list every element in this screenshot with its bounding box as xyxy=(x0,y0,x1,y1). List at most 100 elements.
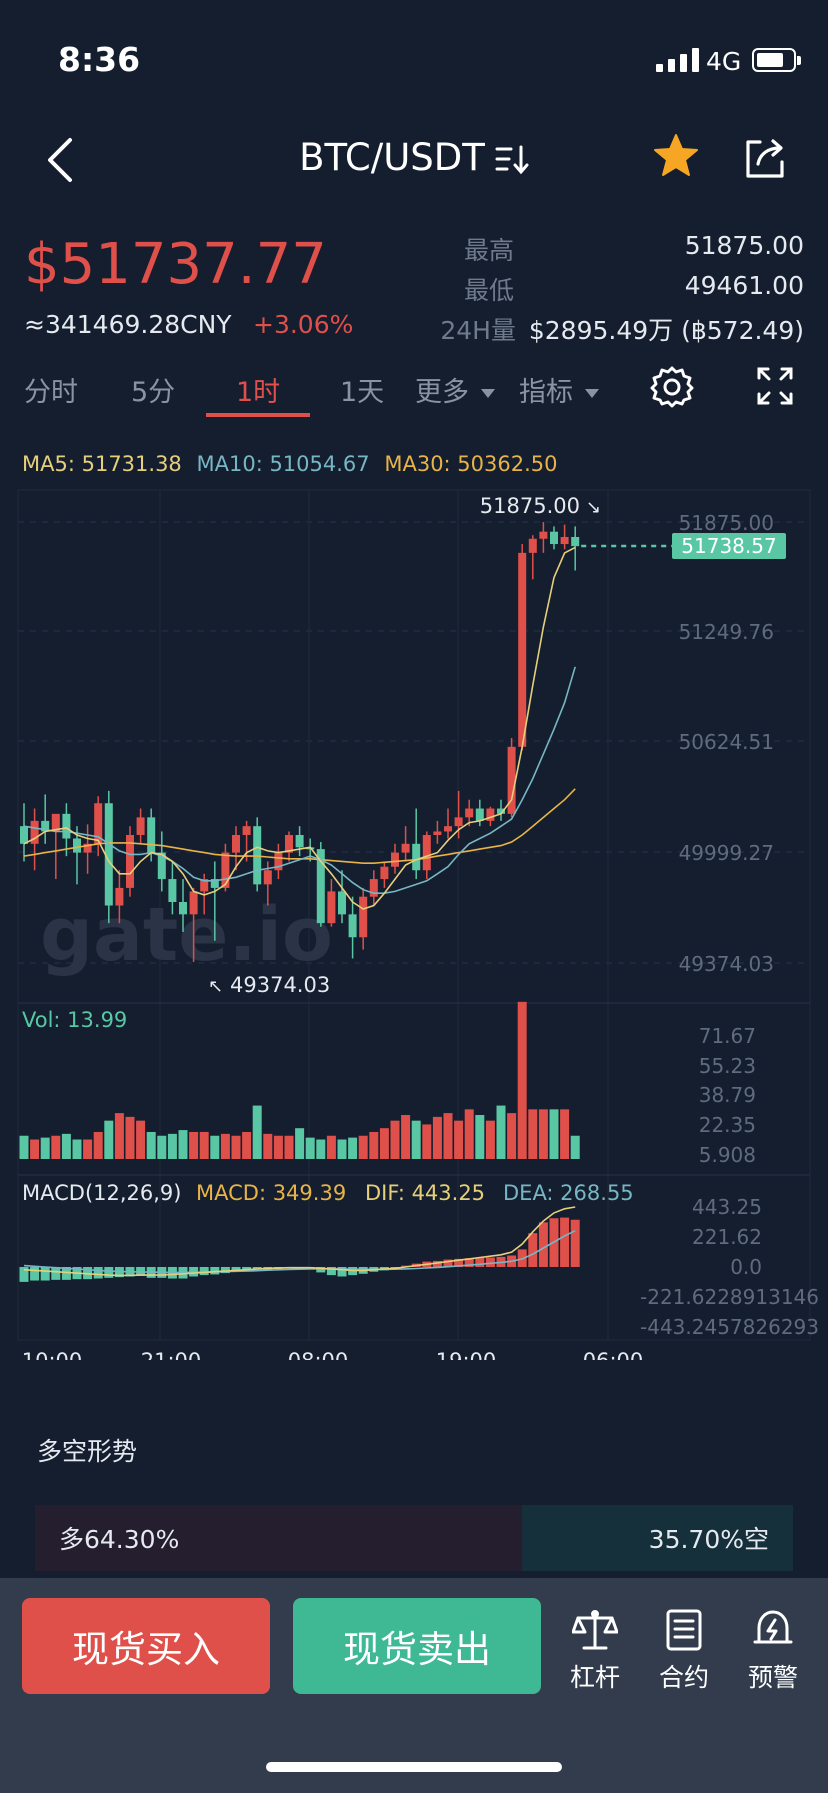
volume-tick-label: 71.67 xyxy=(699,1024,756,1048)
candle-body xyxy=(338,891,346,915)
volume-bar xyxy=(104,1120,114,1159)
arrow-up-left-icon: ↖ xyxy=(208,976,223,997)
macd-histogram-bar xyxy=(326,1267,336,1276)
candle-body xyxy=(571,536,580,547)
tab-timeline[interactable]: 分时 xyxy=(24,377,78,408)
candle-body xyxy=(20,826,28,844)
price-alert-button[interactable]: 预警 xyxy=(735,1608,811,1694)
candle-body xyxy=(274,852,283,871)
candle-body xyxy=(263,870,272,885)
pair-title: BTC/USDT xyxy=(0,136,828,179)
candle-body xyxy=(391,852,399,867)
volume-bar xyxy=(252,1105,262,1159)
macd-histogram-bar xyxy=(432,1260,442,1267)
ma5-line xyxy=(23,546,576,910)
expand-icon xyxy=(757,367,793,405)
volume-tick-label: 5.908 xyxy=(699,1143,756,1167)
tab-1hour[interactable]: 1时 xyxy=(236,377,281,408)
pair-selector[interactable]: BTC/USDT xyxy=(299,136,485,179)
tab-more-label: 更多 xyxy=(415,377,469,408)
macd-histogram-bar xyxy=(337,1267,347,1277)
fullscreen-button[interactable] xyxy=(756,366,794,410)
alert-label: 预警 xyxy=(747,1663,798,1692)
time-tick-label: 19:00 xyxy=(436,1349,497,1360)
volume-bar xyxy=(454,1120,464,1159)
kline-chart[interactable]: gate.io51875.0051249.7650624.5149999.274… xyxy=(0,480,828,1360)
spot-sell-button[interactable]: 现货卖出 xyxy=(293,1598,541,1694)
time-tick-label: 08:00 xyxy=(288,1349,349,1360)
volume-bar xyxy=(19,1135,29,1159)
candle-body xyxy=(242,826,251,835)
star-icon xyxy=(654,134,698,176)
macd-histogram-bar xyxy=(316,1267,326,1273)
tab-1day[interactable]: 1天 xyxy=(340,377,385,408)
signal-icon xyxy=(656,48,699,72)
candle-body xyxy=(369,879,378,897)
contract-button[interactable]: 合约 xyxy=(646,1608,722,1694)
volume-bar xyxy=(199,1131,209,1159)
macd-histogram-bar xyxy=(104,1267,114,1278)
dea-line xyxy=(23,1229,576,1274)
macd-histogram-bar xyxy=(61,1267,71,1280)
back-button[interactable] xyxy=(42,132,92,192)
leverage-button[interactable]: 杠杆 xyxy=(557,1608,633,1694)
volume-tick-label: 55.23 xyxy=(699,1054,756,1078)
sort-switch-icon[interactable] xyxy=(495,145,529,175)
volume-bar xyxy=(189,1131,199,1159)
macd-histogram-bar xyxy=(51,1267,61,1280)
spot-buy-button[interactable]: 现货买入 xyxy=(22,1598,270,1694)
sentiment-title: 多空形势 xyxy=(37,1437,138,1466)
price-tick-label: 51249.76 xyxy=(679,620,774,644)
candle-body xyxy=(94,803,103,844)
battery-icon xyxy=(752,48,801,72)
candle-body xyxy=(497,808,505,814)
macd-histogram-bar xyxy=(475,1257,485,1267)
max-price-marker: 51875.00 xyxy=(480,494,580,518)
candle-body xyxy=(83,843,92,853)
volume-bar xyxy=(93,1131,103,1159)
candle-body xyxy=(348,914,357,938)
candle-body xyxy=(30,820,39,844)
volume-bar xyxy=(401,1115,411,1159)
candle-body xyxy=(412,843,421,871)
macd-histogram-bar xyxy=(40,1267,50,1281)
candle-body xyxy=(327,891,336,924)
favorite-star-button[interactable] xyxy=(652,132,702,182)
tab-more[interactable]: 更多 xyxy=(415,370,495,409)
low-label: 最低 xyxy=(463,276,514,305)
volume-bar xyxy=(231,1135,241,1159)
volume-bar xyxy=(178,1130,188,1159)
share-icon xyxy=(746,139,784,178)
chart-frame xyxy=(17,489,811,1341)
tab-indicators[interactable]: 指标 xyxy=(519,370,599,409)
volume-bar xyxy=(517,1001,527,1159)
volume-bar xyxy=(305,1137,315,1159)
dif-line xyxy=(23,1206,576,1277)
candle-body xyxy=(380,866,389,880)
candle-body xyxy=(253,826,262,885)
dea-value: DEA: 268.55 xyxy=(503,1181,634,1205)
high-value: 51875.00 xyxy=(684,231,804,260)
volume-bar xyxy=(337,1139,347,1159)
candle-body xyxy=(316,849,325,924)
candle-body xyxy=(168,879,177,902)
candle-body xyxy=(444,826,452,832)
volume-bar xyxy=(40,1137,50,1159)
macd-histogram-bar xyxy=(570,1219,580,1267)
chart-settings-button[interactable] xyxy=(650,364,694,412)
current-price-tag: 51738.57 xyxy=(681,534,776,558)
volume-bar xyxy=(358,1135,368,1159)
volume-bar xyxy=(210,1135,220,1159)
volume-bar xyxy=(390,1120,400,1159)
macd-histogram-bar xyxy=(538,1222,548,1267)
tab-5min[interactable]: 5分 xyxy=(131,377,176,408)
ma-legend: MA5: 51731.38 MA10: 51054.67 MA30: 50362… xyxy=(22,452,566,476)
volume-bar xyxy=(30,1139,40,1159)
candle-body xyxy=(210,879,219,888)
share-button[interactable] xyxy=(740,134,790,184)
candle-body xyxy=(157,852,166,880)
volume-bar xyxy=(114,1113,124,1159)
candle-body xyxy=(433,831,442,835)
candle-body xyxy=(550,531,558,545)
volume-bar xyxy=(369,1131,379,1159)
